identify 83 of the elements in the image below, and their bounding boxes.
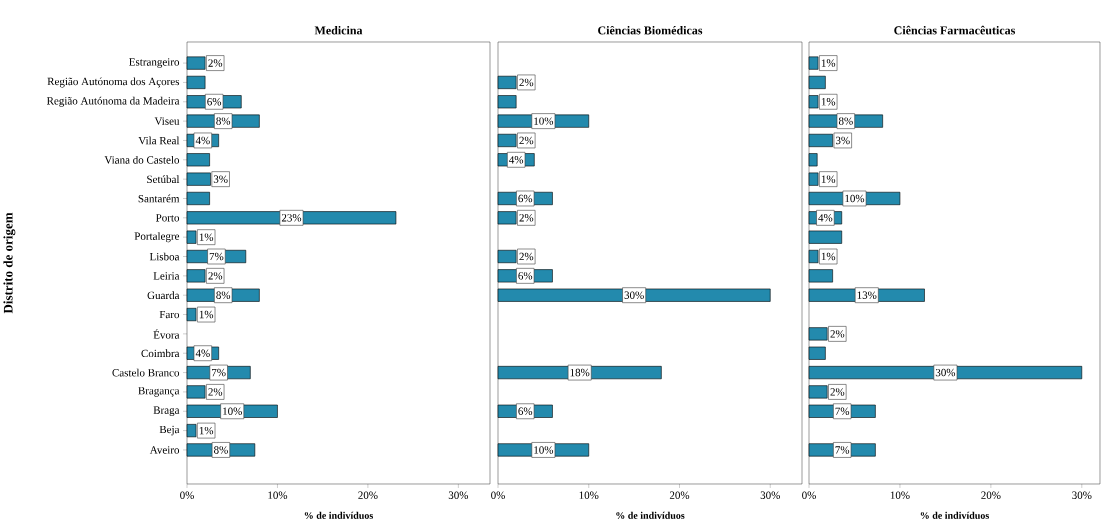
data-label: 1% (199, 233, 214, 241)
x-tick-label: 0% (491, 491, 505, 499)
data-label: 8% (216, 291, 231, 299)
data-label: 1% (821, 252, 836, 261)
y-tick-label: Lisboa (149, 252, 180, 261)
data-label: 2% (830, 388, 845, 396)
x-tick-label: 20% (669, 491, 690, 499)
x-axis-title: % de indivíduos (920, 511, 989, 519)
data-label: 1% (821, 175, 836, 183)
data-label: 8% (838, 117, 853, 125)
data-label: 2% (830, 330, 845, 338)
x-tick-label: 30% (760, 491, 780, 499)
y-tick-label: Faro (159, 310, 180, 319)
data-label: 6% (207, 98, 222, 106)
data-label: 7% (212, 368, 226, 377)
y-tick-label: Bragança (138, 387, 180, 397)
data-label: 2% (208, 388, 223, 396)
data-label: 10% (223, 407, 242, 415)
chart-title: Ciências Biomédicas (598, 25, 703, 35)
y-tick-label: Castelo Branco (112, 368, 180, 377)
data-label: 2% (519, 78, 534, 87)
data-label: 3% (835, 136, 850, 145)
data-label: 1% (199, 310, 214, 319)
data-label: 7% (209, 252, 224, 261)
y-tick-label: Vila Real (138, 136, 180, 145)
data-label: 30% (624, 291, 644, 299)
data-label: 1% (199, 426, 214, 435)
data-label: 3% (213, 175, 228, 183)
x-axis-title: % de indivíduos (616, 511, 685, 519)
data-label: 1% (821, 59, 836, 67)
data-label: 6% (518, 407, 533, 415)
y-tick-label: Braga (153, 406, 180, 417)
data-label: 8% (214, 446, 228, 454)
data-label: 10% (845, 194, 865, 203)
data-label: 2% (519, 252, 534, 261)
x-axis-title: % de indivíduos (304, 511, 373, 519)
chart-title: Medicina (314, 26, 363, 35)
data-label: 1% (821, 98, 836, 106)
y-tick-label: Guarda (147, 291, 180, 300)
data-label: 2% (208, 59, 223, 67)
x-tick-label: 30% (448, 491, 469, 499)
y-tick-label: Estrangeiro (129, 58, 180, 68)
data-label: 10% (534, 446, 554, 454)
x-tick-label: 0% (802, 491, 816, 499)
x-tick-label: 0% (180, 491, 194, 499)
y-tick-label: Aveiro (149, 446, 180, 454)
data-label: 2% (208, 272, 223, 280)
y-tick-label: Beja (159, 425, 180, 436)
data-label: 23% (281, 214, 302, 222)
y-axis-title: Distrito de origem (3, 212, 16, 314)
x-tick-label: 30% (1072, 491, 1092, 499)
y-tick-label: Évora (153, 329, 180, 339)
data-label: 4% (195, 136, 210, 145)
x-tick-label: 20% (358, 491, 378, 499)
y-tick-label: Portalegre (134, 232, 180, 243)
data-label: 10% (534, 117, 554, 125)
x-tick-label: 10% (890, 491, 910, 499)
y-tick-label: Região Autónoma da Madeira (46, 96, 180, 107)
chart-title: Ciências Farmacêuticas (894, 25, 1016, 35)
x-tick-label: 10% (579, 491, 599, 499)
y-tick-label: Viseu (154, 117, 180, 125)
y-tick-label: Coimbra (141, 349, 180, 358)
y-tick-label: Santarém (138, 194, 180, 203)
y-tick-label: Região Autónoma dos Açores (47, 77, 180, 88)
data-label: 4% (195, 349, 210, 357)
data-label: 18% (570, 368, 590, 377)
data-label: 4% (509, 156, 524, 164)
data-label: 7% (835, 446, 850, 454)
y-tick-label: Leiria (153, 272, 180, 280)
data-label: 2% (519, 136, 534, 145)
data-label: 7% (835, 407, 850, 415)
y-tick-label: Setúbal (147, 175, 180, 184)
data-label: 6% (518, 272, 533, 280)
data-label: 4% (818, 214, 833, 222)
data-label: 30% (935, 368, 956, 377)
x-tick-label: 10% (268, 491, 288, 499)
data-label: 2% (519, 214, 534, 222)
y-tick-label: Viana do Castelo (104, 155, 180, 164)
y-tick-label: Porto (155, 214, 180, 222)
x-tick-label: 20% (981, 491, 1001, 499)
data-label: 6% (518, 194, 533, 203)
data-label: 13% (857, 291, 877, 299)
data-label: 8% (216, 117, 231, 125)
